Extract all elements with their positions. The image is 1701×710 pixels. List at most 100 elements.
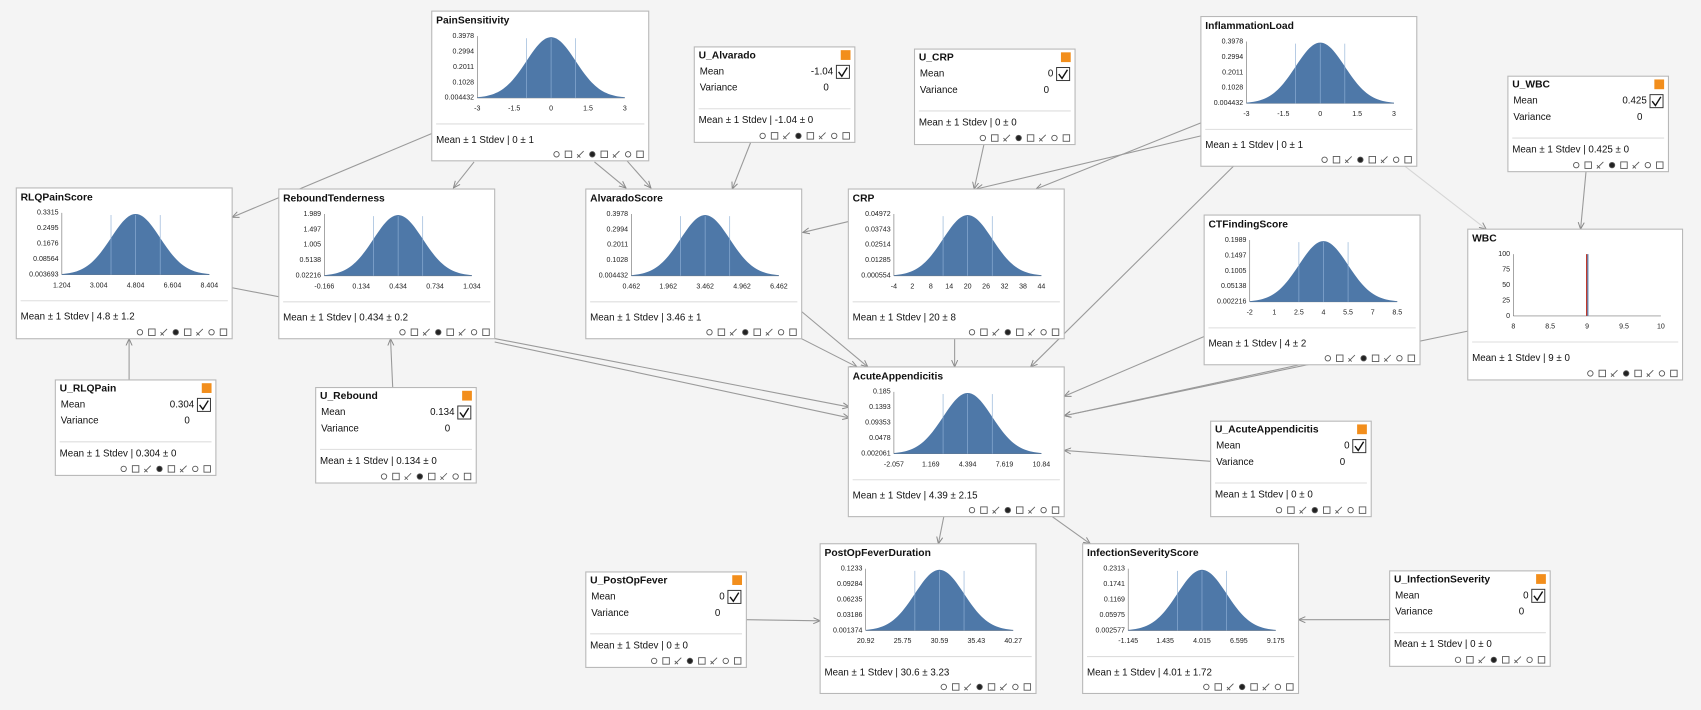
x-tick-label: 44 [1038, 284, 1046, 291]
edge-arrow [232, 132, 435, 218]
x-tick-label: 5.5 [1343, 310, 1353, 317]
toolbar-icon [1610, 369, 1618, 378]
node-box [1467, 228, 1684, 381]
y-tick-label: 0.004432 [1214, 100, 1243, 107]
variance-label: Variance [321, 423, 359, 434]
edge-arrow [391, 339, 393, 388]
summary: Mean ± 1 Stdev | 4.39 ± 2.15 [853, 491, 978, 502]
toolbar-icon [160, 328, 168, 336]
variance-label: Variance [1513, 112, 1551, 123]
x-tick-label: -3 [1243, 111, 1249, 118]
toolbar-icon [1038, 134, 1047, 142]
toolbar-icon [729, 328, 737, 336]
y-tick-label: 0.3978 [453, 33, 475, 40]
mean-checkbox[interactable] [1649, 94, 1664, 109]
toolbar-icon [831, 132, 838, 140]
y-tick-label: 0.002216 [1217, 299, 1246, 306]
toolbar-icon [1490, 656, 1497, 663]
edge-arrow [594, 161, 625, 188]
toolbar-icon [1598, 369, 1606, 378]
distribution-spike [1587, 254, 1589, 316]
y-tick-label: 75 [1502, 266, 1510, 273]
x-tick-label: 0.134 [352, 284, 370, 291]
y-tick-label: 0.03186 [837, 612, 863, 619]
x-tick-label: 2 [910, 284, 914, 291]
toolbar-icon [1004, 506, 1011, 514]
y-tick-label: 0.1741 [1103, 581, 1125, 588]
mean-label: Mean [1395, 590, 1419, 601]
toolbar-icon [470, 329, 478, 336]
y-tick-label: 0.1028 [607, 257, 629, 264]
toolbar-icon [976, 683, 983, 691]
toolbar-icon [1644, 162, 1651, 169]
mean-checkbox[interactable] [457, 405, 472, 420]
variance-value: 0 [823, 83, 829, 94]
mean-checkbox[interactable] [835, 64, 850, 79]
variance-value: 0 [1340, 457, 1346, 468]
toolbar-icon [167, 465, 176, 473]
mean-checkbox[interactable] [727, 589, 742, 604]
y-tick-label: 0.04972 [865, 211, 891, 218]
toolbar-icon [589, 151, 596, 158]
x-tick-label: 10.84 [1033, 461, 1051, 468]
mean-checkbox[interactable] [196, 397, 211, 412]
x-tick-label: 9.175 [1267, 638, 1285, 645]
y-tick-label: 1.005 [303, 242, 321, 249]
toolbar-icon [179, 465, 187, 473]
x-tick-label: 3 [1392, 111, 1396, 118]
x-tick-label: 14 [945, 284, 953, 291]
x-tick-label: 35.43 [968, 638, 986, 645]
y-tick-label: 0.06235 [837, 596, 863, 603]
summary: Mean ± 1 Stdev | 0.304 ± 0 [60, 448, 177, 459]
toolbar-icon [576, 150, 584, 158]
toolbar-icon [674, 657, 682, 665]
control-title: U_Alvarado [699, 50, 756, 61]
node-title: PainSensitivity [436, 16, 510, 27]
toolbar-icon [1051, 328, 1060, 336]
toolbar-icon [1360, 355, 1367, 362]
control-title: U_WBC [1512, 80, 1550, 91]
x-tick-label: 3 [623, 106, 627, 113]
mean-checkbox[interactable] [1531, 588, 1546, 603]
control-title: U_CRP [919, 52, 954, 63]
node-title: CRP [853, 194, 875, 205]
y-tick-label: 0.1028 [1222, 85, 1244, 92]
summary: Mean ± 1 Stdev | 4.8 ± 1.2 [21, 312, 135, 323]
toolbar-icon [624, 151, 632, 158]
y-tick-label: 0.002577 [1096, 627, 1125, 634]
toolbar-icon [1040, 329, 1047, 336]
toolbar-icon [458, 328, 466, 336]
toolbar-icon [553, 151, 560, 158]
x-tick-label: 6.462 [770, 284, 788, 291]
toolbar-icon [795, 132, 802, 140]
toolbar-icon [733, 657, 742, 665]
summary: Mean ± 1 Stdev | 0 ± 0 [1394, 639, 1492, 650]
toolbar-icon [1262, 683, 1270, 691]
control-badge [732, 575, 743, 585]
toolbar-icon [1203, 683, 1210, 691]
y-tick-label: 0.2994 [453, 48, 475, 55]
x-tick-label: 4.962 [733, 284, 751, 291]
summary: Mean ± 1 Stdev | 3.46 ± 1 [590, 313, 701, 324]
toolbar-icon [1357, 156, 1364, 163]
x-tick-label: -1.5 [1277, 111, 1289, 118]
toolbar-icon [1537, 656, 1546, 664]
variance-label: Variance [591, 608, 629, 619]
toolbar-icon [1250, 683, 1258, 691]
toolbar-icon [818, 132, 826, 140]
control-box [54, 379, 217, 476]
mean-checkbox[interactable] [1352, 439, 1367, 454]
toolbar-icon [404, 472, 412, 481]
toolbar-icon [1347, 506, 1354, 514]
y-tick-label: 0.1005 [1225, 268, 1247, 275]
mean-checkbox[interactable] [1056, 67, 1071, 82]
toolbar-icon [987, 683, 996, 691]
edge-arrow [1051, 516, 1090, 544]
toolbar-icon [722, 657, 729, 665]
node-title: InfectionSeverityScore [1087, 548, 1199, 559]
x-tick-label: 7.619 [996, 461, 1014, 468]
y-tick-label: 0.09284 [837, 581, 863, 588]
toolbar-icon [1344, 156, 1352, 164]
toolbar-icon [1407, 354, 1416, 362]
x-tick-label: 8 [929, 284, 933, 291]
